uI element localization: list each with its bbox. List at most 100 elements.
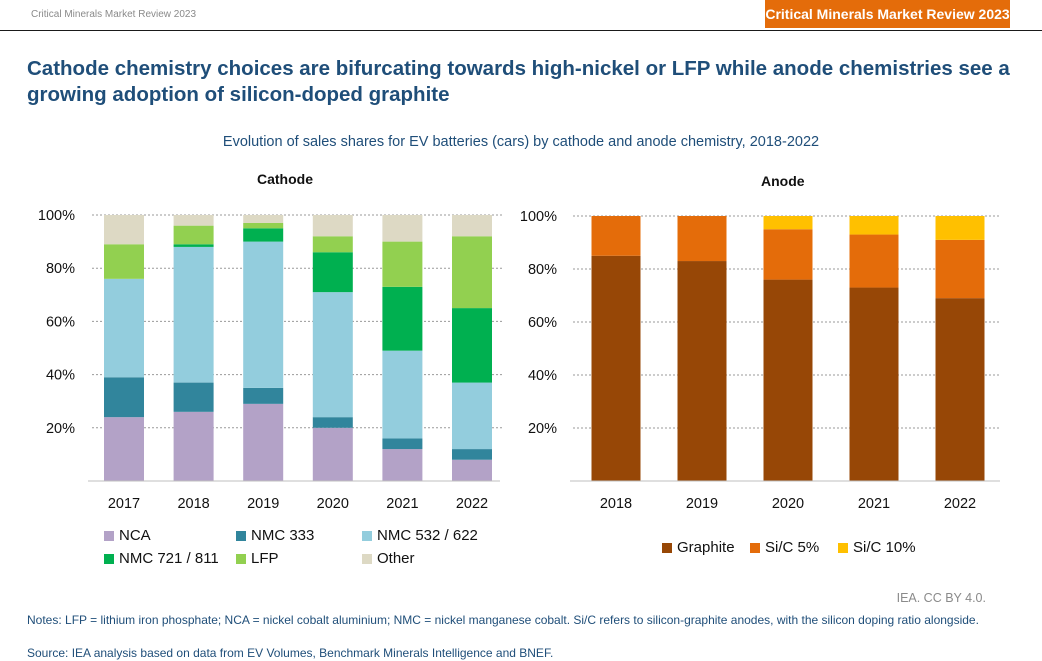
anode-bar-2021-si-c-5- xyxy=(849,234,899,288)
cathode-bar-2022-nmc-333 xyxy=(452,449,492,460)
cathode-y-tick-label: 40% xyxy=(46,368,75,384)
cathode-x-tick-label: 2019 xyxy=(247,496,279,512)
cathode-bar-2021-other xyxy=(382,215,423,242)
cathode-y-tick-label: 20% xyxy=(46,421,75,437)
legend-label: LFP xyxy=(251,550,279,567)
cathode-bar-2017-nmc-333 xyxy=(104,377,144,418)
anode-x-tick-label: 2021 xyxy=(858,496,890,512)
legend-item: LFP xyxy=(236,550,279,567)
legend-label: Graphite xyxy=(677,539,735,556)
notes-text: Notes: LFP = lithium iron phosphate; NCA… xyxy=(27,613,979,627)
anode-x-tick-label: 2019 xyxy=(686,496,718,512)
cathode-bar-2022-nmc-532-622 xyxy=(452,382,492,450)
anode-x-tick-label: 2022 xyxy=(944,496,976,512)
legend-item: NMC 721 / 811 xyxy=(104,550,219,567)
anode-x-tick-label: 2018 xyxy=(600,496,632,512)
cathode-bar-2018-nmc-532-622 xyxy=(173,246,214,383)
anode-y-tick-label: 60% xyxy=(528,315,557,331)
legend-swatch xyxy=(236,553,246,564)
cathode-bar-2019-nmc-532-622 xyxy=(243,241,284,388)
legend-item: NMC 333 xyxy=(236,527,314,544)
cathode-bar-2021-nca xyxy=(382,449,423,481)
legend-item: NMC 532 / 622 xyxy=(362,527,478,544)
cathode-bar-2021-nmc-532-622 xyxy=(382,350,423,439)
cathode-x-tick-label: 2021 xyxy=(386,496,418,512)
legend-item: Graphite xyxy=(662,539,735,556)
anode-bar-2019-si-c-5- xyxy=(677,216,727,262)
cathode-bar-2018-other xyxy=(173,215,214,226)
cathode-x-tick-label: 2022 xyxy=(456,496,488,512)
cathode-bar-2019-other xyxy=(243,215,284,223)
header-divider xyxy=(0,30,1042,31)
cathode-bar-2018-lfp xyxy=(173,225,214,245)
cathode-x-tick-label: 2018 xyxy=(177,496,209,512)
cathode-bar-2020-other xyxy=(312,215,353,237)
legend-swatch xyxy=(104,553,114,564)
cathode-bar-2019-nca xyxy=(243,403,284,481)
legend-swatch xyxy=(662,542,672,553)
anode-panel-title: Anode xyxy=(761,173,805,189)
cathode-bar-2017-other xyxy=(104,215,144,245)
cathode-x-tick-label: 2017 xyxy=(108,496,140,512)
anode-bar-2022-si-c-5- xyxy=(935,239,985,299)
cathode-bar-2022-nmc-721-811 xyxy=(452,308,492,383)
cathode-y-tick-label: 60% xyxy=(46,314,75,330)
cathode-y-tick-label: 80% xyxy=(46,261,75,277)
anode-y-tick-label: 100% xyxy=(520,209,557,225)
legend-swatch xyxy=(362,530,372,541)
legend-item: Other xyxy=(362,550,415,567)
anode-bar-2018-si-c-5- xyxy=(591,216,641,256)
cathode-bar-2022-nca xyxy=(452,459,492,481)
anode-bar-2021-si-c-10- xyxy=(849,216,899,235)
cathode-bar-2020-nmc-721-811 xyxy=(312,252,353,293)
anode-bar-2018-graphite xyxy=(591,255,641,481)
cathode-bar-2019-lfp xyxy=(243,222,284,229)
legend-item: Si/C 5% xyxy=(750,539,819,556)
anode-bar-2019-graphite xyxy=(677,261,727,481)
legend-label: Si/C 10% xyxy=(853,539,916,556)
chart-subtitle: Evolution of sales shares for EV batteri… xyxy=(222,134,820,150)
anode-bar-2020-graphite xyxy=(763,279,813,481)
legend-swatch xyxy=(362,553,372,564)
cathode-bar-2021-nmc-721-811 xyxy=(382,286,423,351)
anode-bar-2022-si-c-10- xyxy=(935,216,985,240)
cathode-bar-2020-nmc-333 xyxy=(312,417,353,428)
cathode-bar-2019-nmc-333 xyxy=(243,387,284,404)
cathode-bar-2022-other xyxy=(452,215,492,237)
header-badge: Critical Minerals Market Review 2023 xyxy=(765,0,1010,28)
cathode-bar-2018-nmc-333 xyxy=(173,382,214,412)
legend-swatch xyxy=(104,530,114,541)
cathode-y-tick-label: 100% xyxy=(38,208,75,224)
anode-x-tick-label: 2020 xyxy=(772,496,804,512)
legend-label: NMC 532 / 622 xyxy=(377,527,478,544)
cathode-x-tick-label: 2020 xyxy=(317,496,349,512)
anode-y-tick-label: 40% xyxy=(528,368,557,384)
cathode-bar-2020-nmc-532-622 xyxy=(312,292,353,418)
cathode-bar-2022-lfp xyxy=(452,236,492,309)
source-text: Source: IEA analysis based on data from … xyxy=(27,646,554,660)
anode-bar-2020-si-c-10- xyxy=(763,216,813,230)
anode-y-tick-label: 20% xyxy=(528,421,557,437)
legend-label: NMC 333 xyxy=(251,527,315,544)
cathode-bar-2018-nmc-721-811 xyxy=(173,244,214,247)
anode-bar-2020-si-c-5- xyxy=(763,229,813,280)
anode-bar-2021-graphite xyxy=(849,287,899,481)
legend-swatch xyxy=(838,542,848,553)
cathode-bar-2017-nca xyxy=(104,417,144,481)
cathode-bar-2020-nca xyxy=(312,427,353,481)
page-title: Cathode chemistry choices are bifurcatin… xyxy=(27,57,1010,106)
cathode-bar-2017-nmc-532-622 xyxy=(104,278,144,378)
legend-item: Si/C 10% xyxy=(838,539,916,556)
anode-bar-2022-graphite xyxy=(935,298,985,481)
cathode-bar-2018-nca xyxy=(173,411,214,481)
cathode-panel-title: Cathode xyxy=(257,171,313,187)
header-report-name: Critical Minerals Market Review 2023 xyxy=(31,9,197,20)
cathode-bar-2019-nmc-721-811 xyxy=(243,228,284,242)
legend-item: NCA xyxy=(104,527,151,544)
cathode-bar-2020-lfp xyxy=(312,236,353,253)
legend-label: Si/C 5% xyxy=(765,539,820,556)
legend-swatch xyxy=(750,542,760,553)
anode-y-tick-label: 80% xyxy=(528,262,557,278)
legend-swatch xyxy=(236,530,246,541)
